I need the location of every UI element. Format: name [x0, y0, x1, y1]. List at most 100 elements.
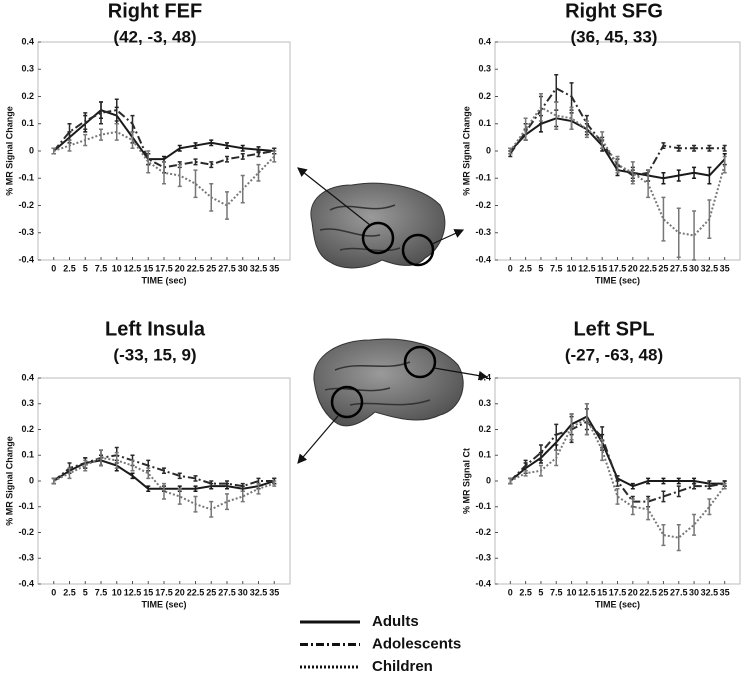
error-bar — [146, 485, 151, 493]
error-bar — [692, 482, 697, 490]
x-tick-label: 22.5 — [187, 587, 205, 597]
error-bar — [99, 449, 103, 467]
error-bar — [692, 166, 697, 179]
error-bar — [209, 161, 214, 169]
y-tick-label: 0.4 — [478, 36, 491, 46]
error-bar — [722, 144, 727, 152]
chart-subtitle: (42, -3, 48) — [113, 27, 196, 46]
legend-label: Children — [372, 658, 433, 674]
y-tick-label: 0.2 — [478, 91, 491, 101]
error-bar — [240, 152, 245, 160]
x-tick-label: 25 — [206, 263, 216, 273]
error-bar — [676, 485, 681, 498]
series-line — [52, 109, 275, 169]
x-tick-label: 5 — [538, 263, 543, 273]
x-tick-label: 10 — [567, 263, 577, 273]
error-bar — [600, 439, 605, 462]
brain-bottom — [297, 338, 489, 464]
error-bar — [114, 98, 119, 122]
chart-subtitle: (36, 45, 33) — [571, 27, 658, 46]
x-tick-label: 10 — [567, 587, 577, 597]
x-tick-label: 17.5 — [155, 263, 173, 273]
x-tick-label: 25 — [658, 587, 668, 597]
error-bar — [256, 482, 261, 495]
x-tick-label: 25 — [206, 587, 216, 597]
error-bar — [99, 101, 103, 125]
x-tick-label: 22.5 — [187, 263, 205, 273]
x-tick-label: 2.5 — [519, 263, 532, 273]
x-tick-label: 5 — [83, 263, 88, 273]
x-tick-label: 22.5 — [639, 587, 657, 597]
y-tick-label: -0.3 — [475, 553, 491, 563]
x-tick-label: 27.5 — [670, 263, 688, 273]
error-bar — [600, 131, 605, 150]
x-tick-label: 2.5 — [63, 263, 76, 273]
x-tick-label: 0 — [51, 587, 56, 597]
error-bar — [692, 144, 697, 152]
x-axis-label: TIME (sec) — [595, 275, 640, 285]
error-bar — [692, 210, 697, 261]
legend-label: Adolescents — [372, 635, 461, 652]
error-bar — [225, 493, 229, 511]
error-bar — [508, 147, 513, 155]
error-bar — [193, 485, 198, 493]
y-tick-label: -0.4 — [18, 578, 34, 588]
x-tick-label: 12.5 — [124, 263, 142, 273]
error-bar — [615, 475, 620, 487]
y-tick-label: 0 — [29, 475, 34, 485]
chart-title: Right SFG — [565, 0, 663, 22]
error-bar — [83, 112, 88, 130]
x-tick-label: 30 — [238, 587, 248, 597]
x-tick-label: 0 — [508, 587, 513, 597]
x-tick-label: 5 — [538, 587, 543, 597]
error-bar — [554, 101, 559, 130]
y-tick-label: 0.3 — [478, 398, 491, 408]
y-axis-label: % MR Signal Change — [4, 436, 14, 526]
x-tick-label: 35 — [720, 263, 730, 273]
error-bar — [193, 142, 198, 150]
y-tick-label: 0.2 — [21, 91, 34, 101]
x-tick-label: 10 — [112, 263, 122, 273]
x-tick-label: 17.5 — [155, 587, 173, 597]
series-line — [509, 417, 726, 539]
error-bar — [707, 166, 712, 185]
y-tick-label: -0.2 — [475, 527, 491, 537]
y-tick-label: 0.3 — [21, 398, 34, 408]
chart: Right SFG (36, 45, 33) TIME (sec) % MR Sign… — [461, 0, 741, 285]
error-bar — [569, 106, 574, 130]
error-bar — [130, 472, 135, 480]
error-bar — [177, 472, 182, 480]
error-bar — [615, 487, 620, 505]
error-bar — [240, 482, 245, 490]
x-axis-label: TIME (sec) — [141, 275, 186, 285]
error-bar — [256, 150, 261, 158]
x-tick-label: 32.5 — [250, 263, 268, 273]
y-tick-label: -0.2 — [475, 200, 491, 210]
error-bar — [661, 477, 666, 485]
error-bar — [722, 482, 727, 490]
x-tick-label: 7.5 — [550, 263, 563, 273]
x-tick-label: 30 — [238, 263, 248, 273]
error-bar — [272, 150, 277, 163]
error-bar — [225, 191, 229, 220]
error-bar — [523, 469, 528, 477]
error-bar — [177, 487, 182, 505]
error-bar — [554, 423, 559, 446]
error-bar — [67, 467, 72, 480]
error-bar — [83, 459, 88, 472]
error-bar — [162, 161, 166, 185]
y-tick-label: -0.4 — [475, 578, 491, 588]
x-tick-label: 35 — [720, 587, 730, 597]
error-bar — [240, 174, 245, 204]
chart-subtitle: (-27, -63, 48) — [565, 345, 663, 364]
y-tick-label: -0.2 — [18, 527, 34, 537]
y-tick-label: -0.3 — [18, 227, 34, 237]
plot-area — [494, 41, 741, 261]
error-bar — [256, 163, 261, 182]
error-bar — [240, 490, 245, 503]
x-tick-label: 20 — [628, 587, 638, 597]
error-bar — [209, 480, 214, 487]
x-tick-label: 27.5 — [670, 587, 688, 597]
x-tick-label: 32.5 — [701, 263, 719, 273]
error-bar — [146, 150, 151, 174]
